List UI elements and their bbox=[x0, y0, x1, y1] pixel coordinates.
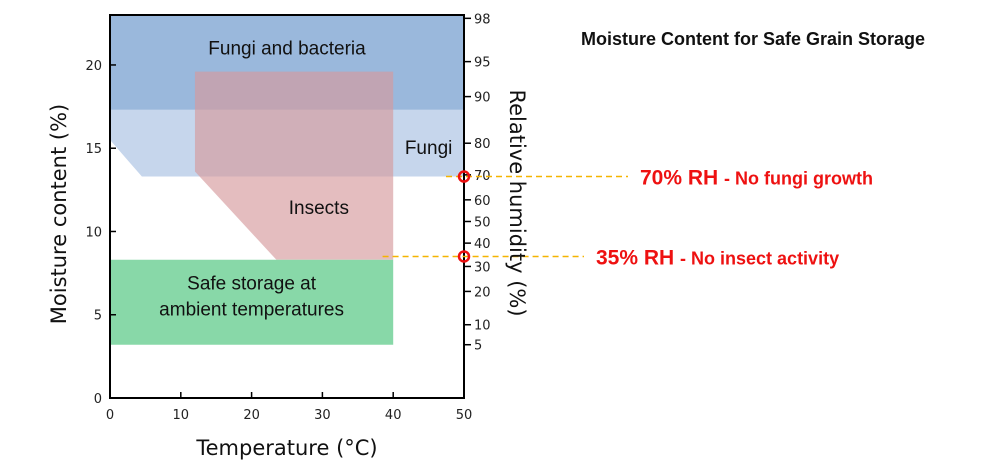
y-tick-label: 0 bbox=[94, 392, 102, 407]
chart-region-labels: Fungi and bacteria Fungi Insects Safe stora… bbox=[159, 38, 452, 320]
annotation-rh: 35% RH bbox=[596, 246, 680, 269]
region-label: Insects bbox=[289, 198, 349, 219]
rh-tick-label: 20 bbox=[474, 285, 491, 300]
rh-tick-label: 5 bbox=[474, 339, 482, 354]
annotation-label: 70% RH - No fungi growth bbox=[640, 167, 873, 190]
annotation-rh: 70% RH bbox=[640, 167, 724, 190]
chart-annotations: 70% RH - No fungi growth 35% RH - No inse… bbox=[596, 167, 873, 270]
region-insects bbox=[194, 71, 394, 260]
annotation-text: - No insect activity bbox=[680, 248, 839, 268]
rh-tick-label: 98 bbox=[474, 12, 491, 27]
rh-tick-label: 80 bbox=[474, 137, 491, 152]
chart-title: Moisture Content for Safe Grain Storage bbox=[581, 29, 925, 49]
threshold-marker bbox=[457, 170, 471, 183]
y-tick-label: 15 bbox=[85, 142, 102, 157]
rh-tick-label: 50 bbox=[474, 215, 491, 230]
rh-tick-label: 10 bbox=[474, 319, 491, 334]
annotation-text: - No fungi growth bbox=[724, 169, 873, 189]
x-tick-label: 20 bbox=[243, 408, 260, 423]
x-tick-label: 10 bbox=[173, 408, 190, 423]
rh-tick-label: 95 bbox=[474, 56, 491, 71]
region-safe-storage-at-ambient-temperatures bbox=[110, 259, 394, 345]
rh-tick-label: 70 bbox=[474, 169, 491, 184]
rh-tick-label: 40 bbox=[474, 237, 491, 252]
rh-tick-label: 60 bbox=[474, 194, 491, 209]
y-tick-label: 20 bbox=[85, 59, 102, 74]
x-axis-ticks: 0 10 20 30 40 50 bbox=[106, 392, 472, 423]
rh-tick-label: 90 bbox=[474, 91, 491, 106]
region-label: Safe storage at bbox=[187, 273, 317, 294]
x-tick-label: 0 bbox=[106, 408, 114, 423]
x-tick-label: 50 bbox=[456, 408, 473, 423]
region-label: Fungi bbox=[405, 138, 453, 159]
y-tick-label: 10 bbox=[85, 225, 102, 240]
rh-axis-ticks: 98 95 90 80 70 60 50 40 30 20 10 5 bbox=[464, 12, 491, 354]
chart-regions bbox=[110, 15, 464, 345]
threshold-marker bbox=[457, 250, 471, 263]
rh-axis-title: Relative humidity (%) bbox=[505, 89, 529, 316]
region-label: Fungi and bacteria bbox=[208, 38, 366, 59]
y-tick-label: 5 bbox=[94, 309, 102, 324]
annotation-guides bbox=[382, 170, 628, 263]
plot-frame bbox=[109, 14, 465, 399]
rh-tick-label: 30 bbox=[474, 260, 491, 275]
x-tick-label: 30 bbox=[314, 408, 331, 423]
x-axis-title: Temperature (°C) bbox=[195, 436, 377, 460]
region-label: ambient temperatures bbox=[159, 299, 344, 320]
annotation-label: 35% RH - No insect activity bbox=[596, 246, 839, 269]
y-axis-ticks: 0 5 10 15 20 bbox=[85, 59, 116, 407]
y-axis-title: Moisture content (%) bbox=[47, 104, 71, 324]
x-tick-label: 40 bbox=[385, 408, 402, 423]
